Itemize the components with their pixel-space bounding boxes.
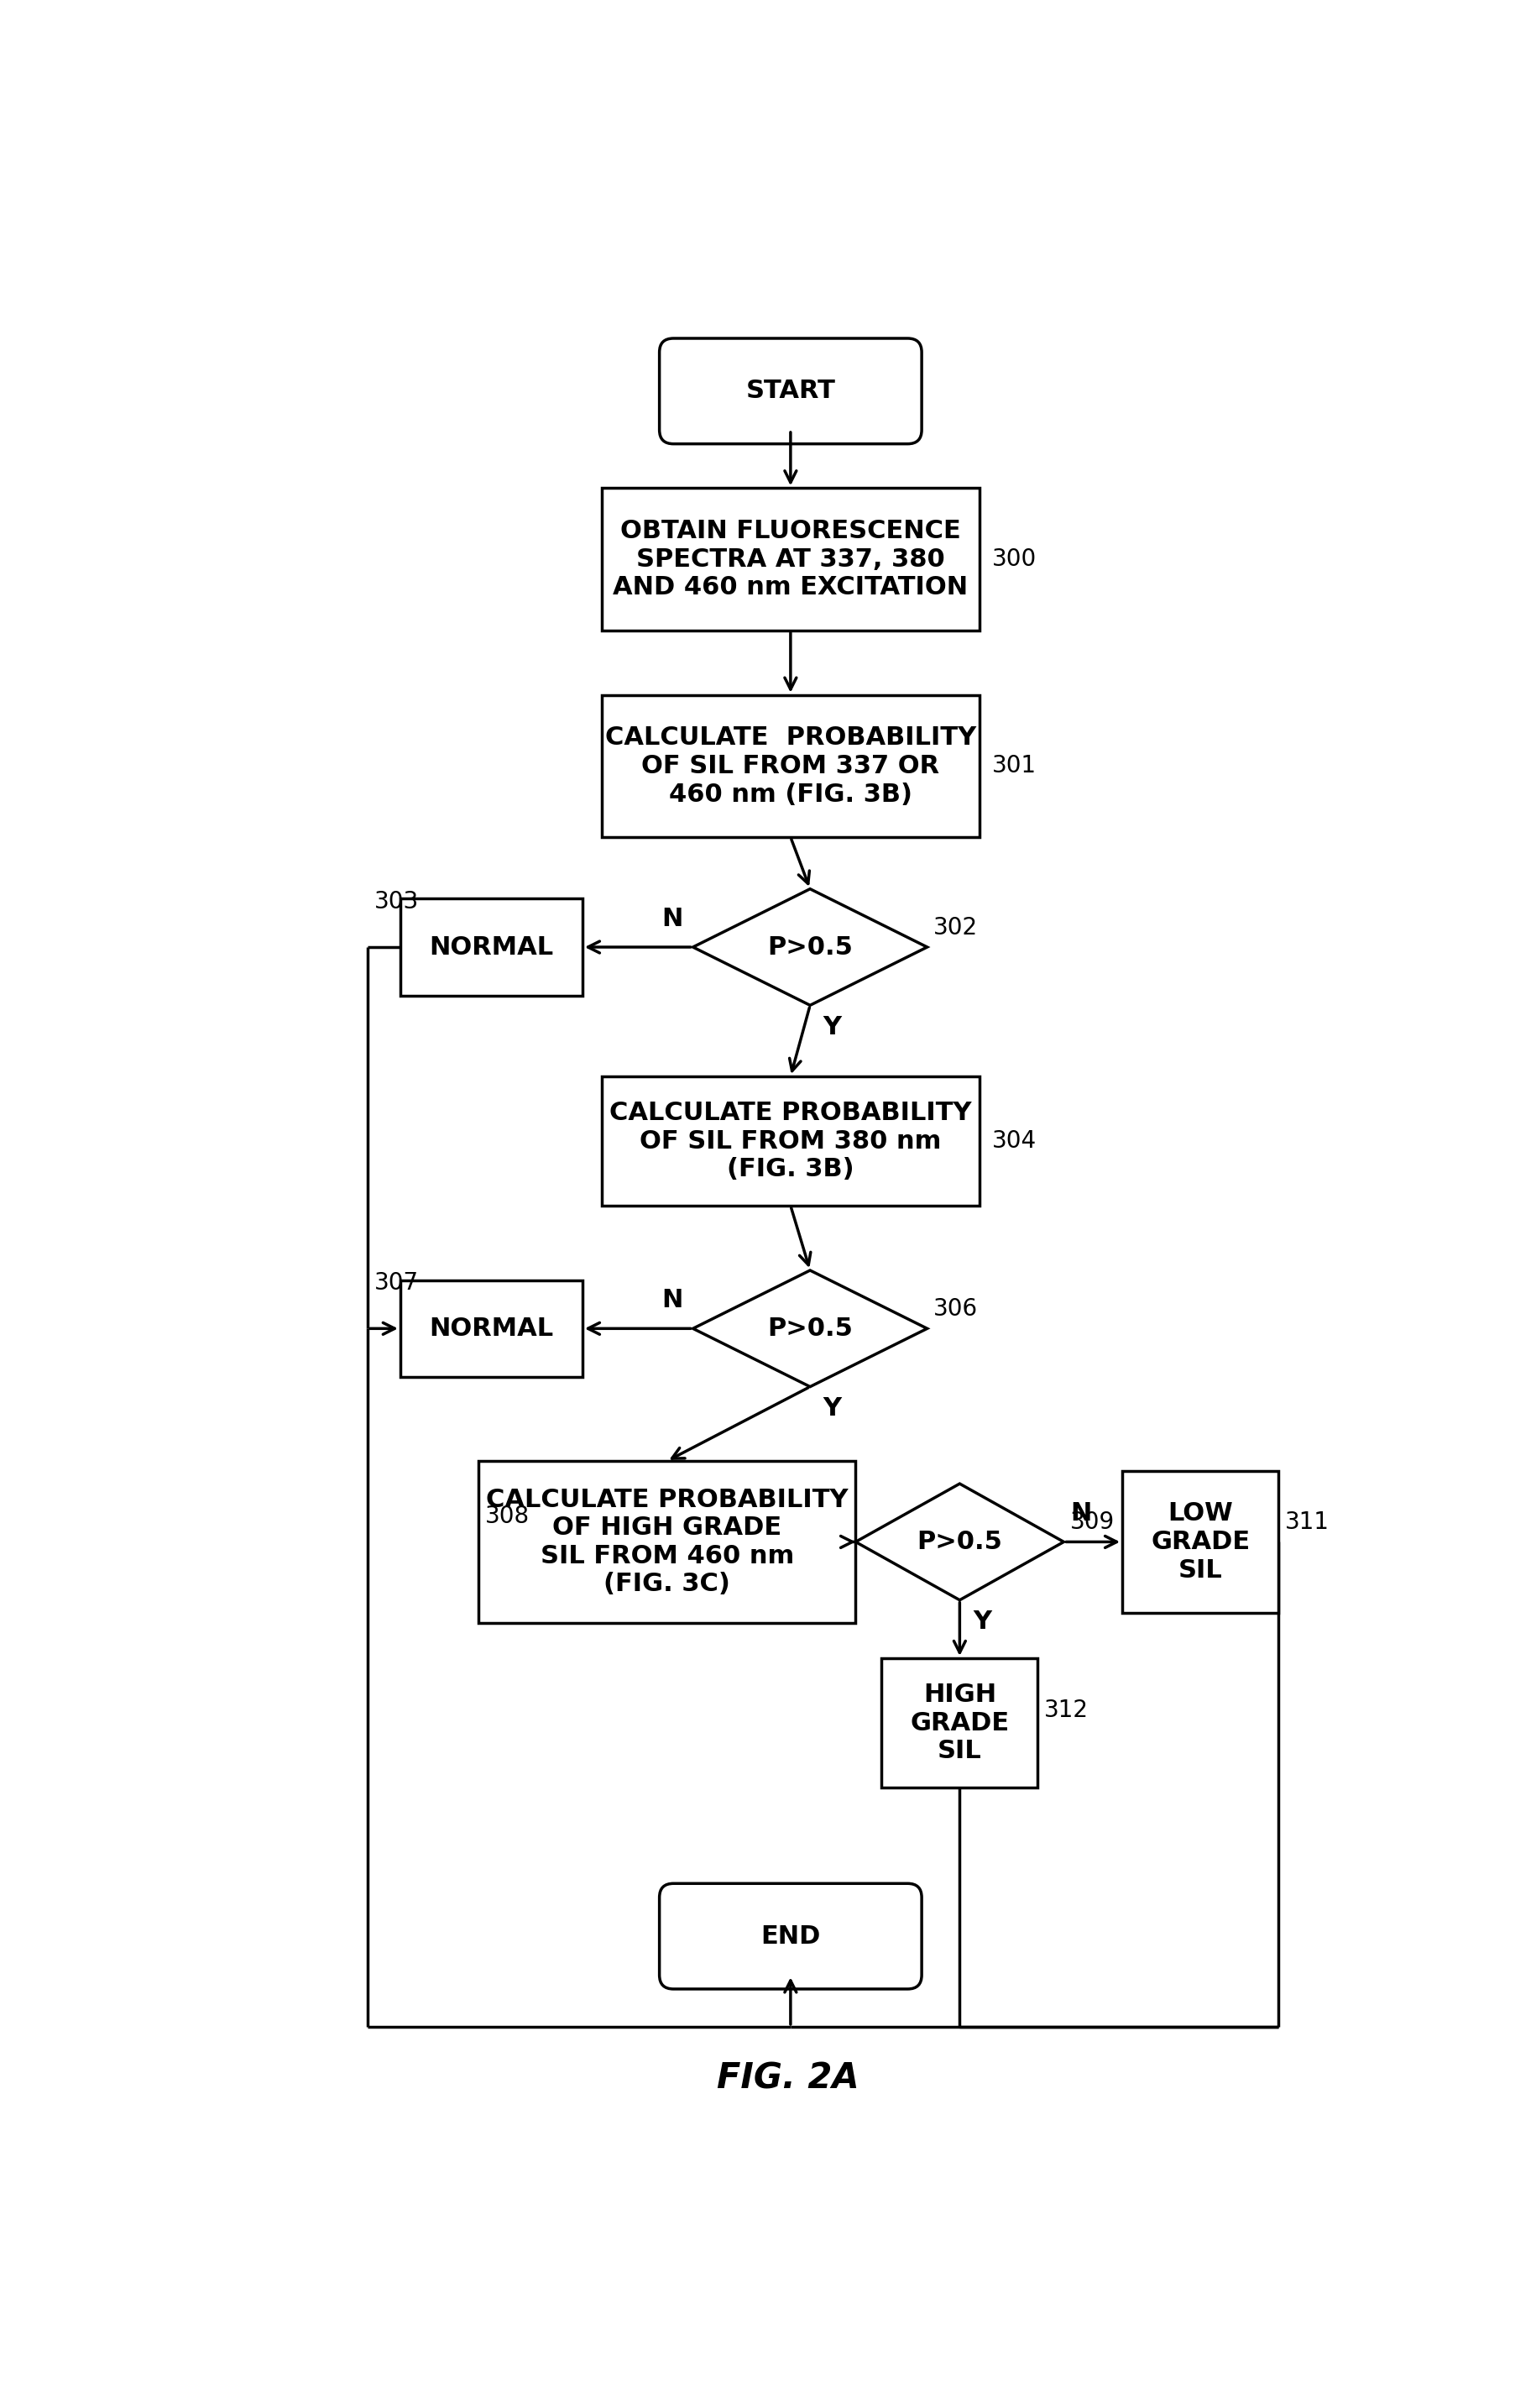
Text: N: N xyxy=(1069,1500,1091,1527)
Text: FIG. 2A: FIG. 2A xyxy=(716,2061,859,2095)
Text: CALCULATE PROBABILITY
OF HIGH GRADE
SIL FROM 460 nm
(FIG. 3C): CALCULATE PROBABILITY OF HIGH GRADE SIL … xyxy=(485,1488,848,1597)
Text: 304: 304 xyxy=(992,1129,1037,1153)
FancyBboxPatch shape xyxy=(659,1883,922,1989)
Text: Y: Y xyxy=(823,1397,842,1421)
Text: END: END xyxy=(760,1924,820,1948)
Text: CALCULATE  PROBABILITY
OF SIL FROM 337 OR
460 nm (FIG. 3B): CALCULATE PROBABILITY OF SIL FROM 337 OR… xyxy=(605,725,975,807)
Text: 303: 303 xyxy=(375,891,419,913)
Bar xyxy=(602,696,978,838)
Polygon shape xyxy=(693,1271,926,1387)
Polygon shape xyxy=(693,889,926,1004)
Text: P>0.5: P>0.5 xyxy=(917,1529,1001,1553)
Text: OBTAIN FLUORESCENCE
SPECTRA AT 337, 380
AND 460 nm EXCITATION: OBTAIN FLUORESCENCE SPECTRA AT 337, 380 … xyxy=(613,518,968,600)
Polygon shape xyxy=(856,1483,1063,1599)
Text: 307: 307 xyxy=(375,1271,419,1296)
Text: 301: 301 xyxy=(992,754,1037,778)
Text: 300: 300 xyxy=(992,547,1037,571)
Text: CALCULATE PROBABILITY
OF SIL FROM 380 nm
(FIG. 3B): CALCULATE PROBABILITY OF SIL FROM 380 nm… xyxy=(610,1100,971,1182)
Bar xyxy=(602,489,978,631)
Text: 312: 312 xyxy=(1043,1698,1087,1722)
Text: 302: 302 xyxy=(934,915,978,939)
FancyBboxPatch shape xyxy=(659,340,922,443)
Text: 308: 308 xyxy=(484,1505,528,1527)
Text: 311: 311 xyxy=(1284,1510,1329,1534)
Text: N: N xyxy=(662,1288,684,1312)
Text: 306: 306 xyxy=(934,1298,978,1322)
Text: NORMAL: NORMAL xyxy=(429,934,553,958)
Text: P>0.5: P>0.5 xyxy=(766,1317,852,1341)
Bar xyxy=(1121,1471,1278,1613)
Text: NORMAL: NORMAL xyxy=(429,1317,553,1341)
Text: START: START xyxy=(745,378,836,402)
Text: LOW
GRADE
SIL: LOW GRADE SIL xyxy=(1150,1503,1249,1582)
Bar xyxy=(602,1076,978,1206)
Text: 309: 309 xyxy=(1069,1510,1114,1534)
Text: HIGH
GRADE
SIL: HIGH GRADE SIL xyxy=(909,1683,1009,1763)
Bar xyxy=(478,1462,856,1623)
Text: N: N xyxy=(662,905,684,932)
Text: Y: Y xyxy=(972,1611,991,1635)
Bar xyxy=(399,898,582,995)
Text: Y: Y xyxy=(823,1016,842,1040)
Text: P>0.5: P>0.5 xyxy=(766,934,852,958)
Bar xyxy=(882,1659,1037,1787)
Bar xyxy=(399,1281,582,1377)
